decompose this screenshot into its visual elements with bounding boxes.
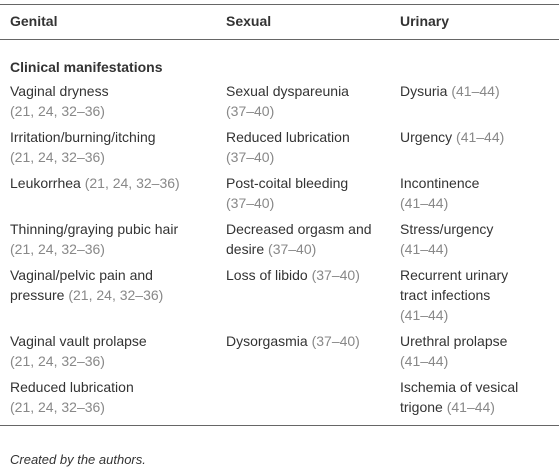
cell-content: Ischemia of vesical trigone (41–44) — [400, 377, 530, 417]
cell-text: Sexual dyspareunia — [226, 83, 349, 99]
cell-content: Thinning/graying pubic hair (21, 24, 32–… — [10, 219, 200, 259]
cell-refs: (41–44) — [400, 307, 449, 323]
cell-content: Post-coital bleeding (37–40) — [226, 173, 392, 213]
table-cell: Reduced lubrication (37–40) — [226, 125, 400, 171]
cell-refs: (21, 24, 32–36) — [10, 399, 105, 415]
table-cell: Urgency (41–44) — [400, 125, 559, 171]
cell-content: Loss of libido (37–40) — [226, 265, 392, 285]
header-row: Genital Sexual Urinary — [0, 4, 559, 40]
table-row: Vaginal/pelvic pain and pressure (21, 24… — [0, 263, 559, 329]
cell-text: Vaginal vault prolapse — [10, 333, 147, 349]
column-header: Genital — [0, 4, 226, 40]
table-cell: Ischemia of vesical trigone (41–44) — [400, 375, 559, 426]
cell-refs: (37–40) — [311, 333, 360, 349]
table-cell: Stress/urgency (41–44) — [400, 217, 559, 263]
cell-text: Dysorgasmia — [226, 333, 308, 349]
table-row: Vaginal vault prolapse (21, 24, 32–36) Dy… — [0, 329, 559, 375]
cell-text: Loss of libido — [226, 267, 308, 283]
cell-content: Reduced lubrication (37–40) — [226, 127, 392, 167]
cell-refs: (21, 24, 32–36) — [10, 149, 105, 165]
table-row: Reduced lubrication (21, 24, 32–36) Ische… — [0, 375, 559, 426]
table-cell: Leukorrhea (21, 24, 32–36) — [0, 171, 226, 217]
cell-content: Irritation/burning/itching (21, 24, 32–3… — [10, 127, 200, 167]
cell-refs: (41–44) — [400, 195, 449, 211]
table-cell: Vaginal vault prolapse (21, 24, 32–36) — [0, 329, 226, 375]
column-header: Sexual — [226, 4, 400, 40]
cell-content: Vaginal vault prolapse (21, 24, 32–36) — [10, 331, 200, 371]
cell-text: Ischemia of vesical trigone — [400, 379, 519, 415]
table-row: Irritation/burning/itching (21, 24, 32–3… — [0, 125, 559, 171]
cell-text: Decreased orgasm and desire — [226, 221, 372, 257]
table-cell — [226, 375, 400, 426]
table-cell: Incontinence (41–44) — [400, 171, 559, 217]
cell-text: Vaginal/pelvic pain and pressure — [10, 267, 153, 303]
table-cell: Vaginal dryness (21, 24, 32–36) — [0, 79, 226, 125]
cell-content: Sexual dyspareunia (37–40) — [226, 81, 392, 121]
cell-refs: (21, 24, 32–36) — [10, 241, 105, 257]
section-title: Clinical manifestations — [10, 59, 163, 75]
cell-refs: (21, 24, 32–36) — [68, 287, 164, 303]
cell-refs: (41–44) — [400, 241, 449, 257]
cell-refs: (37–40) — [311, 267, 360, 283]
cell-text: Stress/urgency — [400, 221, 494, 237]
cell-content: Stress/urgency (41–44) — [400, 219, 530, 259]
cell-refs: (41–44) — [456, 129, 505, 145]
cell-refs: (21, 24, 32–36) — [10, 103, 105, 119]
cell-text: Reduced lubrication — [226, 129, 350, 145]
table-cell: Irritation/burning/itching (21, 24, 32–3… — [0, 125, 226, 171]
cell-refs: (41–44) — [446, 399, 495, 415]
cell-refs: (37–40) — [226, 149, 275, 165]
cell-content: Vaginal/pelvic pain and pressure (21, 24… — [10, 265, 200, 305]
table-cell: Vaginal/pelvic pain and pressure (21, 24… — [0, 263, 226, 329]
table-cell: Post-coital bleeding (37–40) — [226, 171, 400, 217]
cell-text: Recurrent urinary tract infections — [400, 267, 509, 303]
table-cell: Reduced lubrication (21, 24, 32–36) — [0, 375, 226, 426]
cell-text: Leukorrhea — [10, 175, 81, 191]
cell-text: Urgency — [400, 129, 453, 145]
cell-refs: (37–40) — [226, 195, 275, 211]
cell-content: Dysorgasmia (37–40) — [226, 331, 392, 351]
table-row: Leukorrhea (21, 24, 32–36) Post-coital bl… — [0, 171, 559, 217]
cell-content: Incontinence (41–44) — [400, 173, 530, 213]
table-cell: Sexual dyspareunia (37–40) — [226, 79, 400, 125]
cell-text: Incontinence — [400, 175, 480, 191]
table-body: Clinical manifestations Vaginal dryness … — [0, 40, 559, 426]
cell-refs: (37–40) — [226, 103, 275, 119]
cell-content: Reduced lubrication (21, 24, 32–36) — [10, 377, 200, 417]
cell-content: Vaginal dryness (21, 24, 32–36) — [10, 81, 200, 121]
cell-text: Thinning/graying pubic hair — [10, 221, 179, 237]
cell-refs: (21, 24, 32–36) — [10, 353, 105, 369]
cell-text: Dysuria — [400, 83, 448, 99]
table-cell: Dysorgasmia (37–40) — [226, 329, 400, 375]
cell-text: Urethral prolapse — [400, 333, 508, 349]
cell-text: Irritation/burning/itching — [10, 129, 156, 145]
cell-refs: (21, 24, 32–36) — [84, 175, 180, 191]
cell-text: Reduced lubrication — [10, 379, 134, 395]
table-row: Thinning/graying pubic hair (21, 24, 32–… — [0, 217, 559, 263]
table-cell: Dysuria (41–44) — [400, 79, 559, 125]
cell-content: Dysuria (41–44) — [400, 81, 530, 101]
cell-refs: (41–44) — [451, 83, 500, 99]
table-cell: Decreased orgasm and desire (37–40) — [226, 217, 400, 263]
table: Genital Sexual Urinary Clinical manifestat… — [0, 4, 559, 426]
cell-content: Recurrent urinary tract infections (41–4… — [400, 265, 530, 325]
section-row: Clinical manifestations — [0, 40, 559, 80]
table-row: Vaginal dryness (21, 24, 32–36) Sexual dy… — [0, 79, 559, 125]
column-header: Urinary — [400, 4, 559, 40]
cell-refs: (41–44) — [400, 353, 449, 369]
table-cell: Thinning/graying pubic hair (21, 24, 32–… — [0, 217, 226, 263]
cell-content: Urgency (41–44) — [400, 127, 530, 147]
table-cell: Urethral prolapse (41–44) — [400, 329, 559, 375]
cell-content: Decreased orgasm and desire (37–40) — [226, 219, 392, 259]
cell-text: Vaginal dryness — [10, 83, 109, 99]
table-cell: Loss of libido (37–40) — [226, 263, 400, 329]
cell-text: Post-coital bleeding — [226, 175, 349, 191]
cell-content: Leukorrhea (21, 24, 32–36) — [10, 173, 200, 193]
table-cell: Recurrent urinary tract infections (41–4… — [400, 263, 559, 329]
cell-content: Urethral prolapse (41–44) — [400, 331, 530, 371]
footer: Created by the authors. — [10, 452, 146, 467]
cell-refs: (37–40) — [268, 241, 317, 257]
